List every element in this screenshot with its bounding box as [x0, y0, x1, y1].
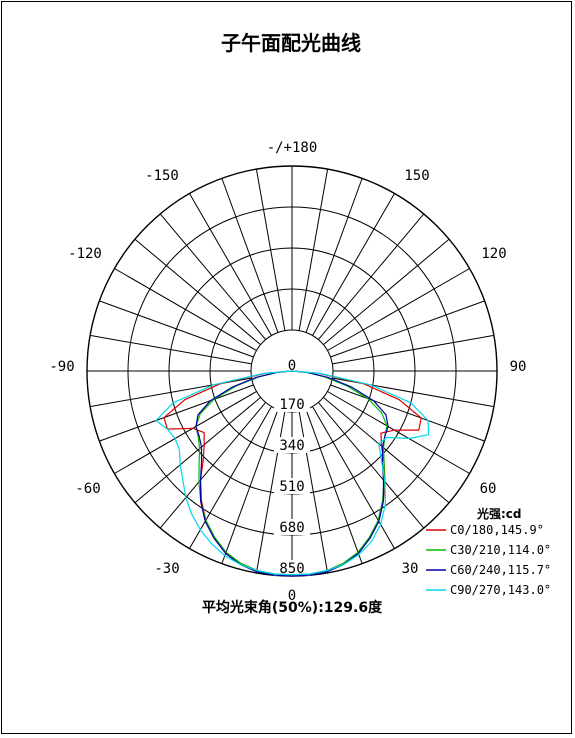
radial-tick-label-0: 0 — [288, 358, 296, 374]
grid-spoke-130 — [323, 238, 450, 346]
grid-spoke-240 — [114, 268, 257, 351]
radial-tick-bg-4 — [274, 519, 310, 535]
radial-tick-bg-5 — [274, 560, 310, 576]
grid-spoke-70 — [330, 384, 485, 442]
angle-label-3: -120 — [68, 246, 102, 262]
radial-tick-bg-2 — [274, 437, 310, 453]
legend-title: 光强:cd — [476, 506, 522, 521]
grid-spoke-40 — [317, 402, 425, 529]
grid-spoke-150 — [312, 193, 395, 336]
grid-spoke-160 — [305, 178, 363, 333]
legend-entry-1: C30/210,114.0° — [450, 543, 551, 557]
legend-entry-0: C0/180,145.9° — [450, 523, 544, 537]
radial-tick-label-5: 850 — [279, 561, 304, 577]
grid-spoke-60 — [327, 391, 470, 474]
radial-tick-label-3: 510 — [279, 479, 304, 495]
beam-angle-label: 平均光束角(50%):129.6度 — [202, 599, 383, 616]
grid-spoke-250 — [99, 300, 254, 358]
grid-spoke-200 — [221, 178, 279, 333]
angle-label-7: -60 — [75, 481, 100, 497]
radial-tick-labels: 0 170 340 510 680 850 — [274, 358, 310, 577]
radial-tick-label-2: 340 — [279, 438, 304, 454]
grid-spoke-100 — [332, 334, 494, 365]
grid-spoke-50 — [323, 396, 450, 504]
grid-spoke-290 — [99, 384, 254, 442]
series-line-3 — [155, 370, 430, 576]
grid-spoke-260 — [90, 334, 252, 365]
angle-label-0: -/+180 — [267, 140, 318, 156]
grid-spoke-220 — [159, 213, 267, 340]
grid-spoke-140 — [317, 213, 425, 340]
grid-spoke-190 — [255, 169, 286, 331]
grid-spoke-20 — [305, 409, 363, 564]
radial-tick-bg-1 — [274, 396, 310, 412]
radial-tick-label-1: 170 — [279, 397, 304, 413]
series-group — [155, 370, 430, 577]
grid-spoke-310 — [134, 396, 261, 504]
series-line-2 — [195, 370, 389, 577]
angle-label-5: -90 — [49, 359, 74, 375]
grid-spoke-320 — [159, 402, 267, 529]
angle-label-9: -30 — [154, 561, 179, 577]
radial-tick-bg-0 — [274, 358, 310, 374]
legend: 光强:cd C0/180,145.9° C30/210,114.0° C60/240… — [426, 506, 551, 597]
angle-label-2: 150 — [404, 168, 429, 184]
grid-spoke-170 — [298, 169, 329, 331]
angle-label-11: 0 — [288, 588, 296, 604]
grid-spoke-120 — [327, 268, 470, 351]
grid-spoke-230 — [134, 238, 261, 346]
radial-tick-label-4: 680 — [279, 520, 304, 536]
grid-spoke-300 — [114, 391, 257, 474]
angle-label-1: -150 — [145, 168, 179, 184]
legend-entry-2: C60/240,115.7° — [450, 563, 551, 577]
angle-label-8: 60 — [480, 481, 497, 497]
angle-labels: -/+180 -150 150 -120 120 -90 90 -60 60 -30 30 0 — [49, 140, 526, 604]
chart-title: 子午面配光曲线 — [221, 31, 361, 55]
legend-entry-3: C90/270,143.0° — [450, 583, 551, 597]
grid-spoke-210 — [189, 193, 272, 336]
angle-label-6: 90 — [510, 359, 527, 375]
grid-spoke-30 — [312, 406, 395, 549]
angle-label-10: 30 — [402, 561, 419, 577]
grid-spoke-340 — [221, 409, 279, 564]
grid-spoke-330 — [189, 406, 272, 549]
radial-tick-bg-3 — [274, 478, 310, 494]
angle-label-4: 120 — [481, 246, 506, 262]
grid-spoke-110 — [330, 300, 485, 358]
